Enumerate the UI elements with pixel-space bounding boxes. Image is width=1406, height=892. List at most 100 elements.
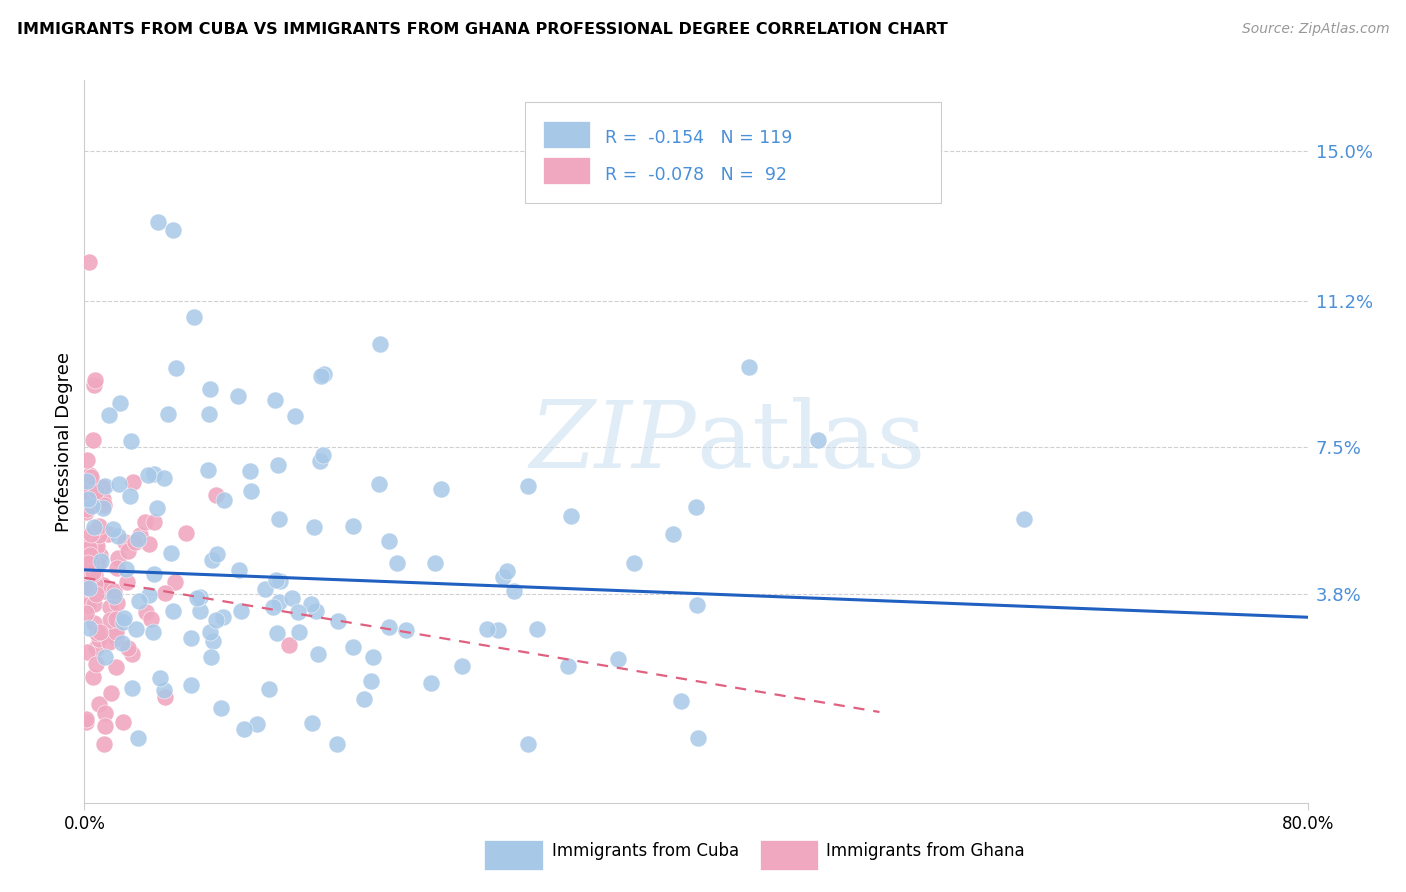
- Point: [75, 495, 97, 509]
- Point: [87, 632, 110, 647]
- Point: [79, 479, 101, 493]
- Point: [127, 532, 149, 546]
- Point: [239, 484, 262, 499]
- Point: [180, 677, 202, 691]
- Y-axis label: Professional Degree: Professional Degree: [55, 351, 73, 532]
- Point: [83, 520, 105, 534]
- Point: [311, 369, 333, 384]
- Point: [84, 657, 107, 672]
- Point: [79, 548, 101, 562]
- Point: [104, 625, 127, 640]
- Point: [86, 540, 108, 554]
- Point: [76, 474, 98, 488]
- Point: [266, 626, 288, 640]
- Point: [205, 488, 228, 502]
- Text: atlas: atlas: [696, 397, 925, 486]
- Point: [128, 593, 150, 607]
- Point: [326, 737, 349, 751]
- Point: [75, 485, 97, 500]
- Point: [1012, 512, 1035, 526]
- Point: [82, 433, 104, 447]
- Point: [91, 501, 114, 516]
- Point: [138, 467, 160, 482]
- Point: [77, 492, 100, 507]
- Point: [157, 407, 180, 421]
- Point: [77, 562, 100, 576]
- Text: R =  -0.154   N = 119: R = -0.154 N = 119: [606, 129, 793, 147]
- Point: [107, 476, 129, 491]
- Point: [302, 520, 325, 534]
- Point: [104, 621, 127, 635]
- Point: [84, 373, 107, 387]
- Point: [111, 715, 134, 730]
- FancyBboxPatch shape: [524, 102, 941, 203]
- Point: [77, 598, 100, 612]
- Point: [79, 498, 101, 512]
- Point: [267, 512, 290, 526]
- Point: [90, 554, 112, 568]
- Point: [143, 567, 166, 582]
- Point: [198, 625, 221, 640]
- Point: [76, 536, 98, 550]
- Point: [112, 611, 135, 625]
- Point: [280, 591, 302, 605]
- Point: [186, 591, 208, 606]
- Point: [117, 544, 139, 558]
- Point: [229, 604, 252, 618]
- Point: [148, 671, 170, 685]
- Point: [267, 594, 290, 608]
- Point: [299, 597, 322, 611]
- Point: [162, 223, 184, 237]
- Point: [623, 556, 645, 570]
- Point: [89, 549, 111, 563]
- Point: [75, 715, 97, 730]
- Point: [197, 408, 219, 422]
- Point: [686, 598, 709, 612]
- Point: [75, 713, 97, 727]
- Point: [153, 682, 176, 697]
- Point: [93, 498, 115, 512]
- Point: [79, 588, 101, 602]
- Point: [287, 605, 309, 619]
- Point: [309, 454, 332, 468]
- Point: [120, 434, 142, 449]
- Point: [93, 706, 115, 720]
- Point: [162, 604, 184, 618]
- Point: [121, 681, 143, 695]
- Point: [314, 368, 336, 382]
- Point: [76, 645, 98, 659]
- Point: [267, 458, 290, 472]
- Point: [75, 505, 97, 519]
- Point: [686, 731, 709, 745]
- FancyBboxPatch shape: [484, 839, 543, 870]
- Point: [188, 604, 211, 618]
- Point: [79, 621, 101, 635]
- Point: [685, 500, 707, 514]
- Point: [75, 580, 97, 594]
- Point: [517, 737, 540, 751]
- Point: [91, 578, 114, 592]
- Point: [557, 659, 579, 673]
- Point: [284, 409, 307, 424]
- Text: Immigrants from Cuba: Immigrants from Cuba: [551, 842, 738, 860]
- Point: [807, 433, 830, 447]
- Point: [496, 564, 519, 578]
- Point: [98, 614, 121, 628]
- Point: [264, 393, 287, 408]
- Point: [153, 690, 176, 705]
- Point: [103, 584, 125, 599]
- Point: [86, 626, 108, 640]
- Text: Immigrants from Ghana: Immigrants from Ghana: [825, 842, 1024, 860]
- Point: [84, 587, 107, 601]
- Point: [475, 622, 498, 636]
- Point: [121, 647, 143, 661]
- Point: [239, 464, 262, 478]
- Point: [82, 566, 104, 581]
- Point: [82, 499, 104, 513]
- Text: R =  -0.078   N =  92: R = -0.078 N = 92: [606, 166, 787, 184]
- Point: [84, 577, 107, 591]
- Point: [91, 492, 114, 507]
- Text: Source: ZipAtlas.com: Source: ZipAtlas.com: [1241, 22, 1389, 37]
- Point: [560, 509, 582, 524]
- Point: [368, 337, 391, 351]
